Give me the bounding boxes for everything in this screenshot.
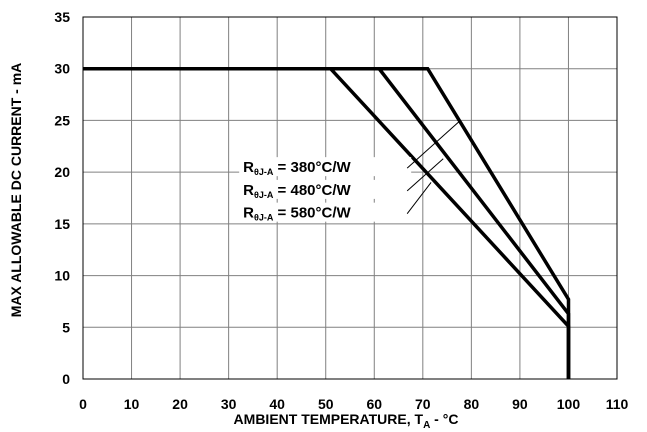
annotation-background bbox=[239, 202, 412, 222]
annotation-label-2: RθJ-A = 480°C/W bbox=[243, 182, 351, 200]
plot-frame bbox=[82, 16, 618, 380]
annotation-background bbox=[239, 157, 412, 177]
series-line-3 bbox=[83, 66, 571, 379]
x-axis-title: AMBIENT TEMPERATURE, TA - °C bbox=[234, 411, 459, 431]
y-tick-label: 10 bbox=[54, 268, 70, 284]
y-tick-label: 20 bbox=[54, 164, 70, 180]
annotation-leader-2 bbox=[406, 158, 444, 192]
y-tick-label: 0 bbox=[62, 371, 70, 387]
y-axis-title: MAX ALLOWABLE DC CURRENT - mA bbox=[8, 63, 24, 318]
x-tick-label: 60 bbox=[366, 396, 382, 412]
annotation-label-1: RθJ-A = 380°C/W bbox=[243, 159, 351, 177]
y-tick-label: 30 bbox=[54, 61, 70, 77]
y-tick-label: 15 bbox=[54, 216, 70, 232]
x-tick-label: 50 bbox=[318, 396, 334, 412]
x-tick-label: 0 bbox=[79, 396, 87, 412]
y-tick-label: 35 bbox=[54, 9, 70, 25]
x-tick-label: 30 bbox=[221, 396, 237, 412]
annotation-leader-3 bbox=[406, 182, 432, 214]
x-tick-label: 110 bbox=[606, 396, 629, 412]
annotation-background bbox=[239, 179, 412, 199]
x-tick-label: 100 bbox=[557, 396, 581, 412]
x-tick-label: 10 bbox=[124, 396, 140, 412]
x-tick-label: 20 bbox=[172, 396, 188, 412]
x-tick-label: 40 bbox=[269, 396, 285, 412]
annotations: RθJ-A = 380°C/W RθJ-A = 480°C/W RθJ-A = 58… bbox=[239, 121, 460, 223]
x-tick-label: 80 bbox=[464, 396, 480, 412]
x-tick-label: 70 bbox=[415, 396, 431, 412]
annotation-label-3: RθJ-A = 580°C/W bbox=[243, 205, 351, 223]
y-tick-label: 25 bbox=[54, 112, 70, 128]
series-group bbox=[83, 66, 571, 379]
y-tick-label: 5 bbox=[62, 319, 70, 335]
annotation-leader-1 bbox=[406, 121, 460, 169]
tick-labels: 0 10 20 30 40 50 60 70 80 90 100 110 0 5 10 15 20 25 30 35 bbox=[54, 9, 628, 412]
x-tick-label: 90 bbox=[512, 396, 528, 412]
